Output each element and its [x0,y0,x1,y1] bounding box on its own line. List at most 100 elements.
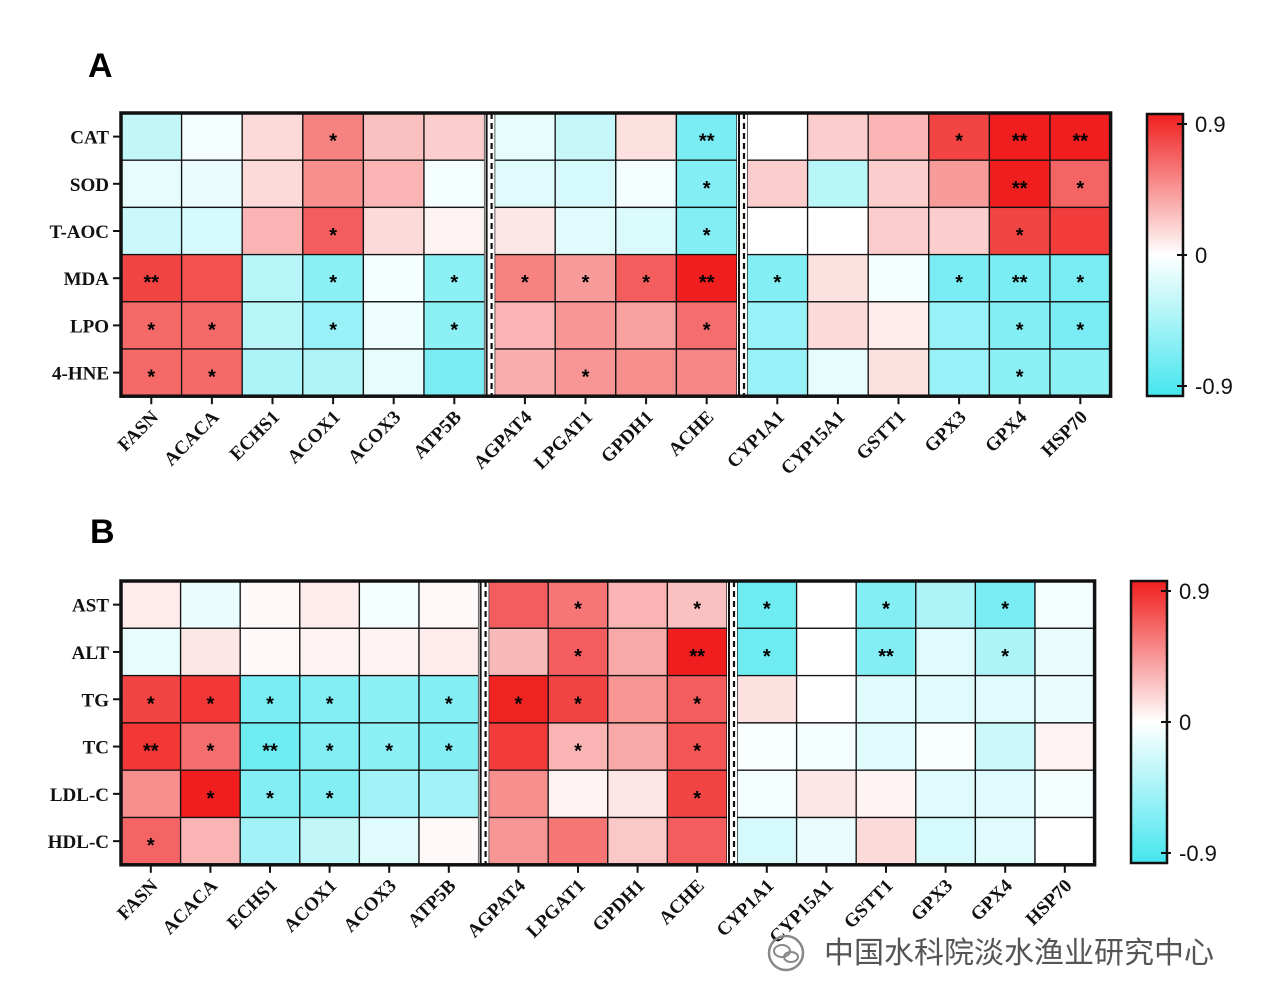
heatmap-cell [418,816,480,866]
heatmap-cell [362,348,425,397]
heatmap-cell [493,159,556,209]
heatmap-cell [867,112,930,161]
heatmap-cell [362,159,425,209]
heatmap-cell [179,627,241,677]
significance-mark: * [266,693,274,715]
heatmap-cell [418,674,480,724]
heatmap-cell [1049,206,1112,256]
column-label: HSP70 [1022,875,1076,929]
heatmap-cell [806,253,869,303]
heatmap-cell [423,348,486,397]
significance-mark: * [574,693,582,715]
column-label: ACACA [159,875,223,939]
heatmap-cell [607,627,669,677]
heatmap-cell [736,674,798,724]
column-label: GPX3 [907,875,957,925]
heatmap-cell [867,206,930,256]
heatmap-cell [554,253,617,303]
heatmap-cell [493,301,556,350]
significance-mark: * [574,741,582,763]
heatmap-cell [302,348,365,397]
heatmap-cell [855,769,917,819]
significance-mark: ** [262,741,278,763]
heatmap-cell [915,627,977,677]
heatmap-cell [239,627,301,677]
heatmap-cell [487,722,549,771]
heatmap-cell [362,253,425,303]
significance-mark: * [147,319,155,341]
significance-mark: * [955,131,963,153]
heatmap-cell [607,580,669,629]
heatmap-cell [180,159,243,209]
significance-mark: ** [1012,178,1028,200]
heatmap-cell [928,301,991,350]
heatmap-cell [806,348,869,397]
heatmap-cell [974,674,1036,724]
heatmap-cell [736,816,798,866]
heatmap-cell [358,580,420,629]
row-label: 4-HNE [52,364,109,385]
heatmap-cell [746,206,809,256]
significance-mark: * [445,693,453,715]
significance-mark: * [703,319,711,341]
heatmap-cell [362,206,425,256]
heatmap-cell [241,206,304,256]
colorbar-tick-label: -0.9 [1195,374,1233,399]
column-label: AGPAT4 [470,407,537,474]
row-label: TC [83,738,109,759]
heatmap-cell [299,627,361,677]
row-label: HDL-C [48,832,109,853]
heatmap-cell [795,580,857,629]
heatmap-cell [418,627,480,677]
heatmap-cell [675,112,738,161]
heatmap-cell [120,253,183,303]
heatmap-cell [241,112,304,161]
significance-mark: * [208,367,216,389]
column-label: ATP5B [409,407,466,464]
significance-mark: * [450,319,458,341]
group-gap [484,113,495,397]
heatmap-cell [607,769,669,819]
heatmap-cell [299,580,361,629]
significance-mark: * [763,646,771,668]
column-label: HSP70 [1037,407,1091,461]
heatmap-cell [867,159,930,209]
heatmap-cell [179,769,241,819]
row-label: T-AOC [50,222,109,243]
column-label: GPDH1 [597,407,657,467]
heatmap-cell [795,674,857,724]
heatmap-cell [615,206,678,256]
row-label: LPO [70,316,109,337]
significance-mark: ** [144,272,160,294]
heatmap-cell [736,769,798,819]
heatmap-cell [736,722,798,771]
significance-mark: * [207,741,215,763]
column-label: GSTT1 [853,407,910,464]
column-label: ACHE [665,407,719,461]
heatmap-cell [487,769,549,819]
significance-mark: ** [1073,131,1089,153]
significance-mark: ** [878,646,894,668]
row-label: LDL-C [50,785,109,806]
heatmap-cell [675,253,738,303]
heatmap-cell [120,627,182,677]
significance-mark: * [329,131,337,153]
significance-mark: * [521,272,529,294]
significance-mark: * [515,693,523,715]
column-label: GSTT1 [840,875,897,932]
significance-mark: * [207,693,215,715]
heatmap-cell [120,301,183,350]
heatmap-cell [358,769,420,819]
heatmap-cell [120,580,182,629]
heatmap-cell [179,816,241,866]
column-label: ACACA [160,407,224,471]
significance-mark: * [642,272,650,294]
heatmap-cell [795,769,857,819]
heatmap-a: * ** * ** *** ** ** * *** * * * * * ** * * ** ** * * * * * ** * * *… [50,111,1233,479]
heatmap-cell [855,674,917,724]
significance-mark: * [582,272,590,294]
significance-mark: * [326,693,334,715]
significance-mark: * [1001,646,1009,668]
significance-mark: * [693,788,701,810]
significance-mark: * [326,788,334,810]
